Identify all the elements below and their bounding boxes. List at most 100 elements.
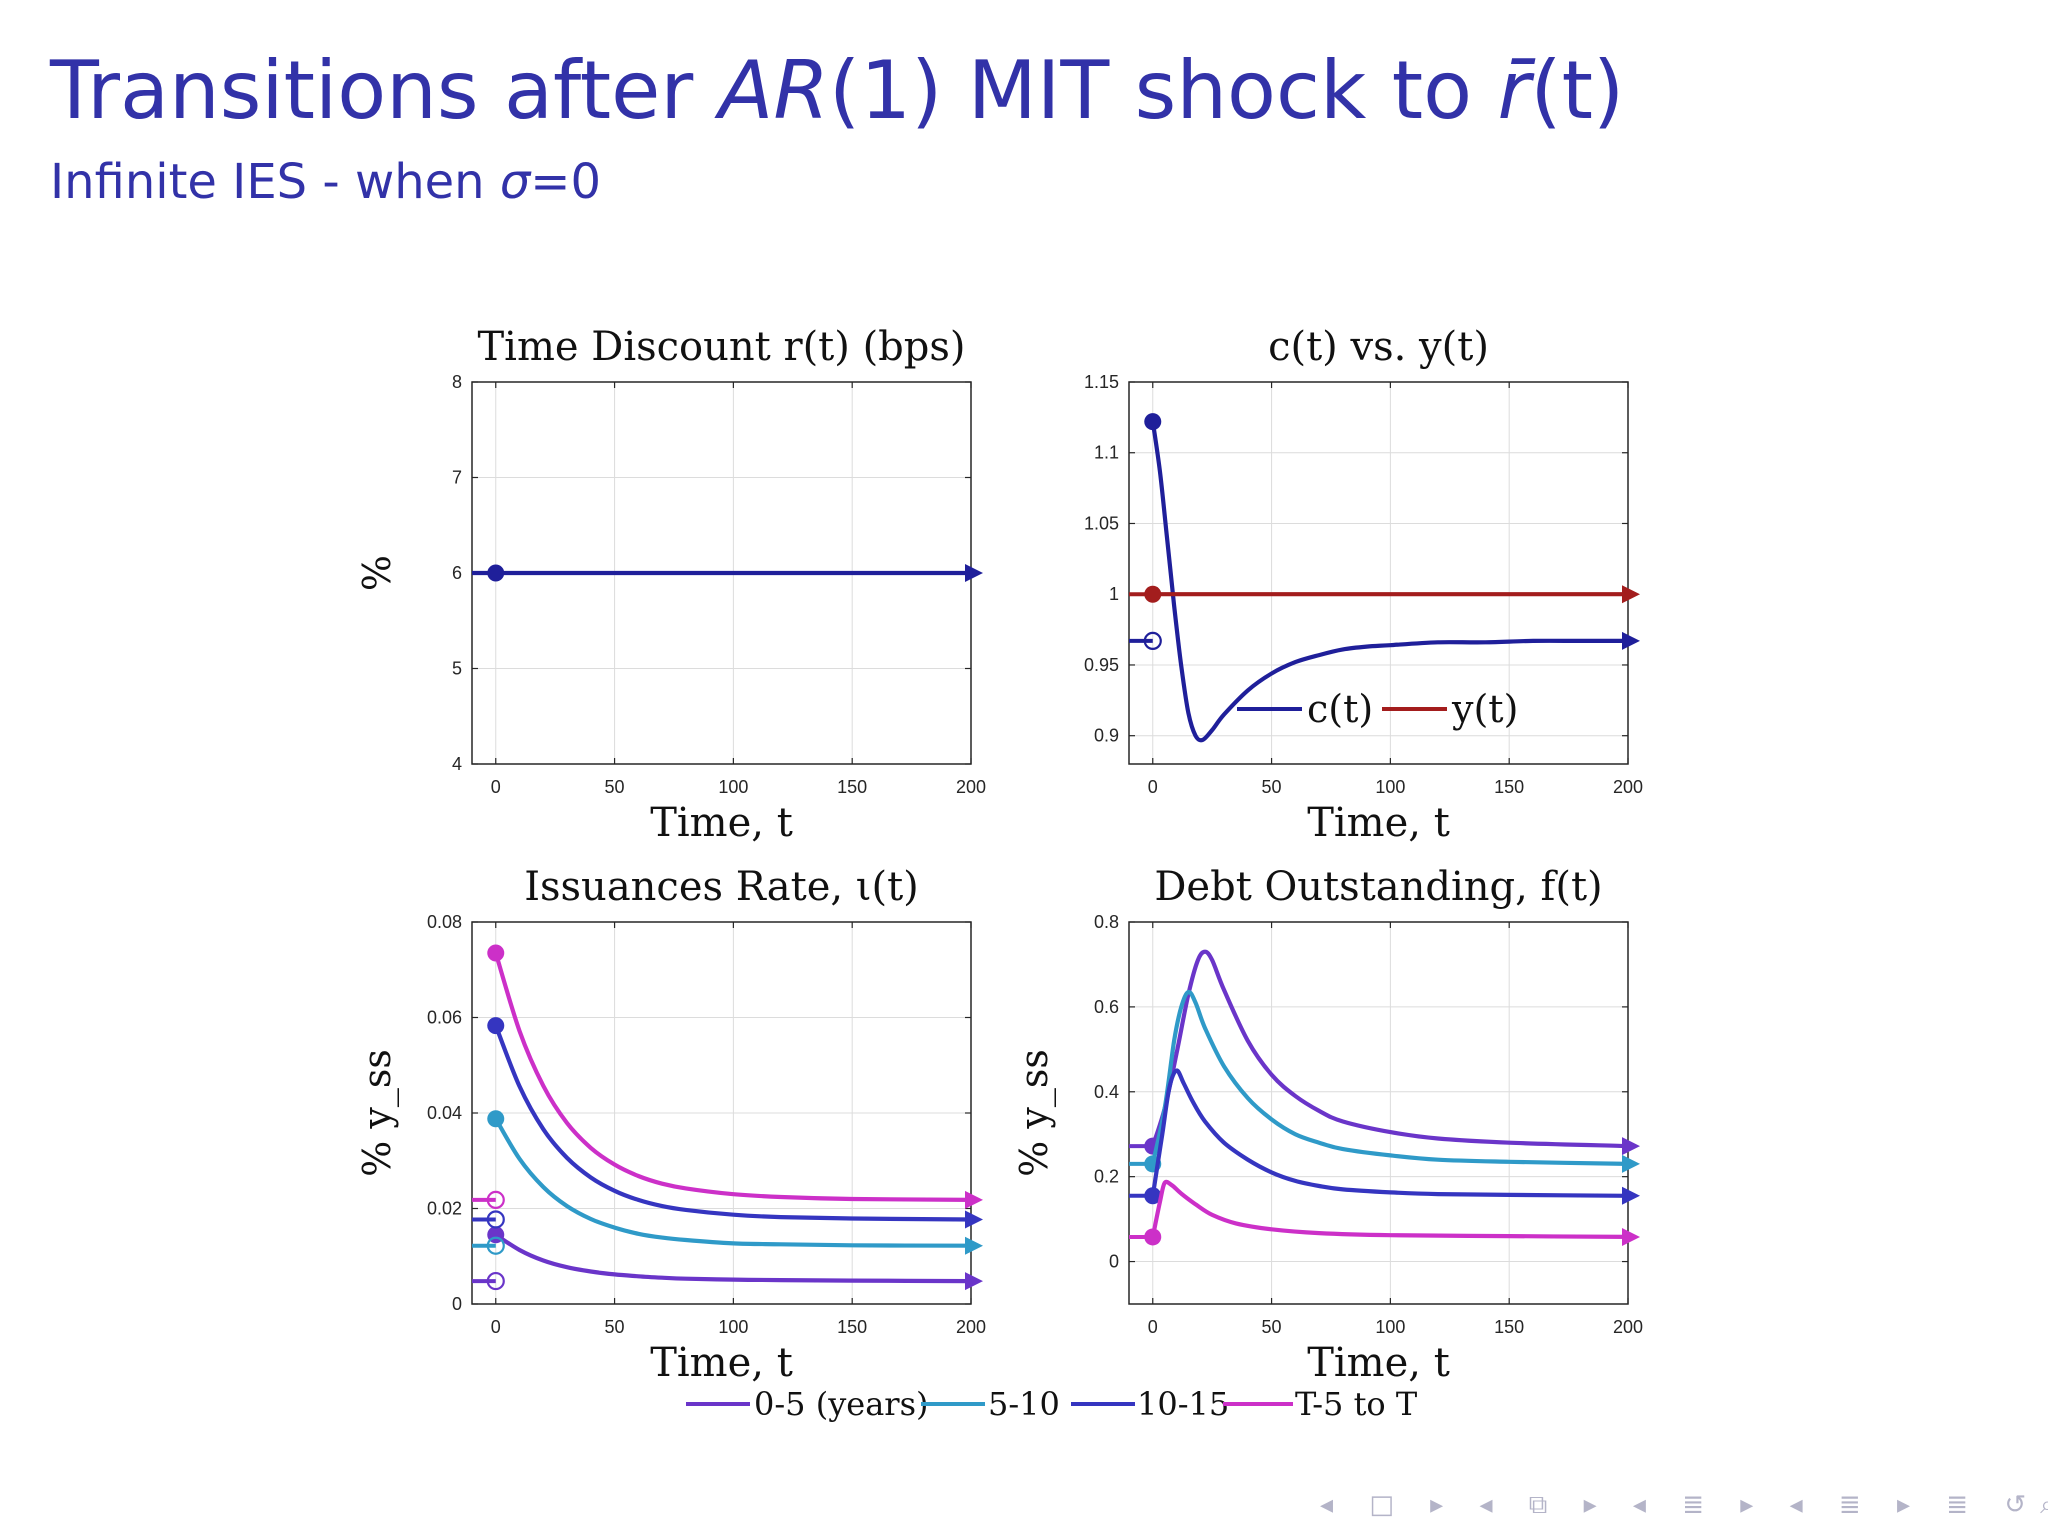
series-5-10 bbox=[472, 1110, 983, 1255]
x-axis-label: Time, t bbox=[650, 1340, 793, 1386]
series-y-t- bbox=[1129, 585, 1640, 604]
plot-frame bbox=[1128, 381, 1629, 765]
chart-title: Time Discount r(t) (bps) bbox=[477, 324, 965, 370]
series-c-t- bbox=[1129, 413, 1640, 743]
x-tick-label: 50 bbox=[1262, 1317, 1282, 1337]
x-tick-label: 200 bbox=[956, 777, 986, 797]
y-tick-label: 1.05 bbox=[1084, 513, 1119, 533]
x-tick-label: 150 bbox=[1494, 777, 1524, 797]
chart-panel-1: 0 50 100 150 200 4 5 6 7 8 Time Discount r(t) (bps… bbox=[355, 324, 986, 846]
chart-title: Debt Outstanding, f(t) bbox=[1154, 864, 1602, 910]
chart-panel-3: 0 50 100 150 200 0 0.02 0.04 0.06 0.08 Issuances R… bbox=[355, 864, 986, 1386]
x-tick-label: 150 bbox=[837, 777, 867, 797]
start-marker bbox=[487, 1017, 505, 1035]
legend-label: y(t) bbox=[1451, 687, 1518, 731]
end-arrow bbox=[965, 1190, 983, 1209]
slide-subtitle: Infinite IES - when σ=0 bbox=[50, 154, 601, 210]
title-prefix: Transitions after bbox=[50, 44, 719, 137]
y-axis-label: % y_ss bbox=[355, 1049, 400, 1177]
y-axis-label: % y_ss bbox=[1012, 1049, 1057, 1177]
legend-label: 0-5 (years) bbox=[754, 1385, 928, 1423]
x-tick-label: 0 bbox=[491, 777, 501, 797]
pre-shock-marker bbox=[486, 1190, 505, 1210]
series-line bbox=[1150, 421, 1628, 743]
shared-legend: 0-5 (years) 5-10 10-15 T-5 to T bbox=[686, 1385, 1418, 1423]
start-marker bbox=[1144, 1187, 1162, 1205]
x-tick-label: 50 bbox=[605, 777, 625, 797]
chart-title: Issuances Rate, ι(t) bbox=[524, 864, 919, 910]
pre-shock-marker bbox=[486, 1236, 505, 1255]
y-tick-label: 0.02 bbox=[427, 1199, 462, 1219]
chart-panel-4: 0 50 100 150 200 0 0.2 0.4 0.6 0.8 Debt Outstandin… bbox=[1012, 864, 1643, 1386]
legend: c(t) y(t) bbox=[1237, 687, 1518, 731]
legend-label: 5-10 bbox=[988, 1385, 1060, 1423]
y-axis-label: % bbox=[355, 555, 399, 591]
series-line bbox=[1150, 1068, 1629, 1198]
end-arrow bbox=[965, 1272, 983, 1291]
x-tick-label: 100 bbox=[1375, 777, 1405, 797]
y-tick-label: 0.04 bbox=[427, 1103, 462, 1123]
title-ar: AR bbox=[718, 44, 829, 137]
series-line bbox=[493, 1117, 972, 1248]
legend-label: T-5 to T bbox=[1295, 1385, 1418, 1423]
y-tick-label: 1.15 bbox=[1084, 372, 1119, 392]
y-tick-label: 6 bbox=[452, 563, 462, 583]
end-arrow bbox=[1622, 631, 1640, 650]
x-tick-label: 0 bbox=[1148, 777, 1158, 797]
subtitle-sigma: σ bbox=[499, 154, 531, 210]
beamer-navigation-icons[interactable]: ◂ □ ▸ ◂ ⧉ ▸ ◂ ≣ ▸ ◂ ≣ ▸ ≣ ↺⌕↻ bbox=[1320, 1490, 2048, 1520]
series-line bbox=[1150, 989, 1629, 1166]
pre-shock-marker bbox=[486, 1271, 505, 1291]
series-10-15 bbox=[1129, 1068, 1640, 1205]
x-tick-label: 100 bbox=[718, 1317, 748, 1337]
y-tick-label: 1.1 bbox=[1094, 443, 1119, 463]
x-tick-label: 100 bbox=[718, 777, 748, 797]
title-r-bar: r̄ bbox=[1497, 44, 1531, 137]
chart-title: c(t) vs. y(t) bbox=[1268, 324, 1489, 370]
pre-shock-marker bbox=[1143, 631, 1162, 651]
plot-area bbox=[1129, 382, 1628, 764]
series-t-5-to-t bbox=[1129, 1179, 1640, 1246]
end-arrow bbox=[965, 564, 983, 582]
start-marker bbox=[1144, 1228, 1162, 1246]
y-tick-label: 8 bbox=[452, 372, 462, 392]
pre-shock-marker bbox=[486, 1210, 505, 1229]
series-0-5-years- bbox=[472, 1226, 983, 1291]
title-middle: (1) MIT shock to bbox=[828, 44, 1498, 137]
end-arrow bbox=[1622, 1137, 1640, 1156]
series-t-5-to-t bbox=[472, 944, 983, 1210]
y-tick-label: 0.06 bbox=[427, 1008, 462, 1028]
end-arrow bbox=[965, 1210, 983, 1229]
y-tick-label: 0.4 bbox=[1094, 1082, 1119, 1102]
y-tick-label: 0.95 bbox=[1084, 655, 1119, 675]
end-arrow bbox=[1622, 1227, 1640, 1246]
series-line-0 bbox=[471, 564, 983, 582]
y-tick-label: 0.9 bbox=[1094, 726, 1119, 746]
x-axis-label: Time, t bbox=[1307, 1340, 1450, 1386]
x-axis-label: Time, t bbox=[650, 800, 793, 846]
subtitle-suffix: =0 bbox=[530, 154, 602, 210]
series-line bbox=[1150, 1179, 1629, 1239]
x-tick-label: 50 bbox=[605, 1317, 625, 1337]
subtitle-prefix: Infinite IES - when bbox=[50, 154, 500, 210]
y-tick-label: 5 bbox=[452, 659, 462, 679]
start-marker bbox=[487, 564, 505, 582]
start-marker bbox=[1144, 585, 1162, 603]
x-tick-label: 200 bbox=[1613, 1317, 1643, 1337]
end-arrow bbox=[1622, 585, 1640, 604]
start-marker bbox=[487, 944, 505, 962]
series-10-15 bbox=[472, 1017, 983, 1229]
x-tick-label: 50 bbox=[1262, 777, 1282, 797]
y-tick-label: 0 bbox=[452, 1294, 462, 1314]
y-tick-label: 0 bbox=[1109, 1252, 1119, 1272]
end-arrow bbox=[1622, 1154, 1640, 1173]
series-line bbox=[493, 952, 972, 1202]
start-marker bbox=[487, 1110, 505, 1128]
start-marker bbox=[1144, 413, 1162, 431]
series-line bbox=[494, 1233, 972, 1284]
x-tick-label: 200 bbox=[1613, 777, 1643, 797]
plot-frame bbox=[1128, 921, 1629, 1305]
y-tick-label: 0.6 bbox=[1094, 997, 1119, 1017]
x-tick-label: 100 bbox=[1375, 1317, 1405, 1337]
